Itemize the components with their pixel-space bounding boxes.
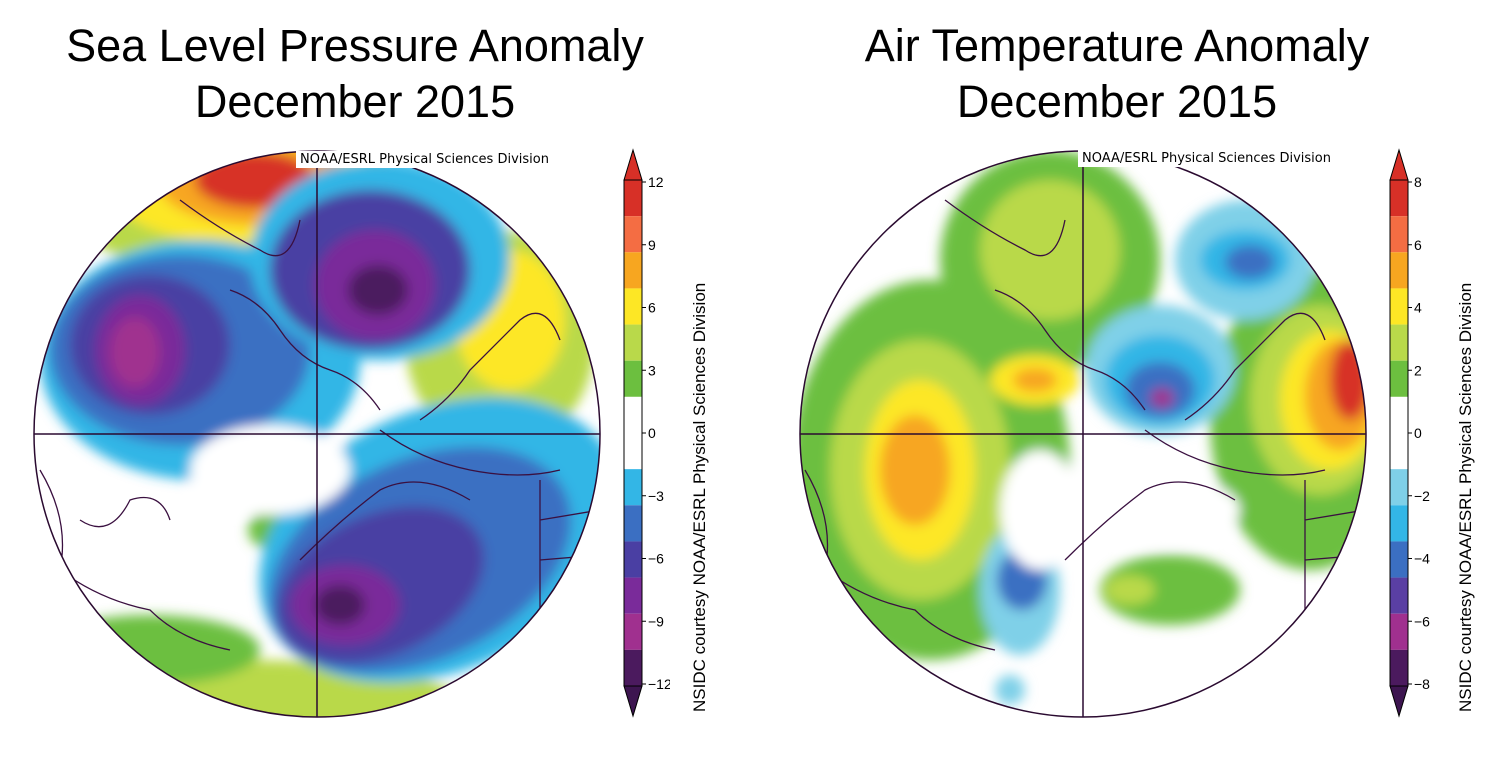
slp-colorbar-tick-label: −9 xyxy=(648,613,664,629)
slp-title-line1: Sea Level Pressure Anomaly xyxy=(66,20,644,71)
slp-colorbar-swatch xyxy=(624,180,642,217)
temp-colorbar-swatch xyxy=(1390,541,1408,578)
slp-colorbar-arrow-top xyxy=(623,148,643,181)
slp-title-line2: December 2015 xyxy=(194,76,516,127)
temp-colorbar-swatch xyxy=(1390,324,1408,361)
slp-colorbar-tick-label: 6 xyxy=(648,300,656,316)
temp-colorbar-swatch xyxy=(1390,252,1408,289)
slp-colorbar-tick-label: 12 xyxy=(648,174,664,190)
temp-colorbar-swatch xyxy=(1390,180,1408,217)
temp-title: Air Temperature Anomaly December 2015 xyxy=(782,18,1452,130)
slp-colorbar: 12 9 6 3 0 −3 −6 −9 −12 xyxy=(623,148,670,718)
temp-colorbar-tick-label: 2 xyxy=(1414,362,1422,378)
temp-coastlines xyxy=(804,199,1366,651)
temp-colorbar-swatch xyxy=(1390,433,1408,470)
temp-colorbar-tick-label: −2 xyxy=(1414,488,1430,504)
temp-colorbar-swatch xyxy=(1390,396,1408,433)
temp-colorbar-tick-label: 4 xyxy=(1414,300,1422,316)
slp-colorbar-swatch xyxy=(624,360,642,397)
temp-colorbar-swatch xyxy=(1390,649,1408,686)
slp-colorbar-swatch xyxy=(624,324,642,361)
temp-polar-map xyxy=(799,150,1367,718)
temp-colorbar-tick-label: 8 xyxy=(1414,174,1422,190)
slp-colorbar-swatch xyxy=(624,541,642,578)
temp-credit: NOAA/ESRL Physical Sciences Division xyxy=(1078,150,1335,167)
slp-colorbar-swatch xyxy=(624,505,642,542)
slp-side-credit: NSIDC courtesy NOAA/ESRL Physical Scienc… xyxy=(690,282,709,712)
slp-colorbar-tick-label: 0 xyxy=(648,425,656,441)
temp-title-line1: Air Temperature Anomaly xyxy=(864,20,1370,71)
slp-colorbar-tick-label: 9 xyxy=(648,237,656,253)
temp-colorbar-tick-label: 0 xyxy=(1414,425,1422,441)
temp-colorbar-swatch xyxy=(1390,613,1408,650)
temp-colorbar: 8 6 4 2 0 −2 −4 −6 −8 xyxy=(1389,148,1430,718)
slp-colorbar-swatch xyxy=(624,433,642,470)
slp-colorbar-arrow-bottom xyxy=(623,685,643,718)
temp-side-credit: NSIDC courtesy NOAA/ESRL Physical Scienc… xyxy=(1456,282,1475,712)
slp-colorbar-swatch xyxy=(624,649,642,686)
slp-title: Sea Level Pressure Anomaly December 2015 xyxy=(20,18,690,130)
temp-colorbar-arrow-bottom xyxy=(1389,685,1409,718)
temp-colorbar-swatch xyxy=(1390,216,1408,253)
temp-colorbar-tick-label: 6 xyxy=(1414,237,1422,253)
temp-colorbar-swatch xyxy=(1390,288,1408,325)
temp-colorbar-swatch xyxy=(1390,505,1408,542)
slp-colorbar-swatch xyxy=(624,613,642,650)
slp-colorbar-swatch xyxy=(624,577,642,614)
slp-colorbar-swatch xyxy=(624,288,642,325)
slp-colorbar-tick-label: −12 xyxy=(648,676,670,692)
slp-colorbar-tick-label: −6 xyxy=(648,551,664,567)
slp-anomaly-field xyxy=(34,151,600,717)
temp-colorbar-arrow-top xyxy=(1389,148,1409,181)
slp-colorbar-tick-label: 3 xyxy=(648,362,656,378)
temp-colorbar-swatch xyxy=(1390,469,1408,506)
temp-colorbar-tick-label: −8 xyxy=(1414,676,1430,692)
slp-colorbar-swatch xyxy=(624,469,642,506)
slp-colorbar-swatch xyxy=(624,216,642,253)
slp-colorbar-swatch xyxy=(624,252,642,289)
air-temp-anomaly-panel: Air Temperature Anomaly December 2015 xyxy=(750,0,1500,765)
slp-colorbar-tick-label: −3 xyxy=(648,488,664,504)
temp-colorbar-swatch xyxy=(1390,577,1408,614)
slp-polar-map xyxy=(33,150,601,718)
temp-title-line2: December 2015 xyxy=(956,76,1278,127)
slp-credit: NOAA/ESRL Physical Sciences Division xyxy=(296,151,553,168)
slp-anomaly-panel: Sea Level Pressure Anomaly December 2015 xyxy=(20,18,709,718)
temp-colorbar-swatch xyxy=(1390,360,1408,397)
temp-colorbar-tick-label: −4 xyxy=(1414,551,1430,567)
temp-colorbar-tick-label: −6 xyxy=(1414,613,1430,629)
slp-colorbar-swatch xyxy=(624,396,642,433)
